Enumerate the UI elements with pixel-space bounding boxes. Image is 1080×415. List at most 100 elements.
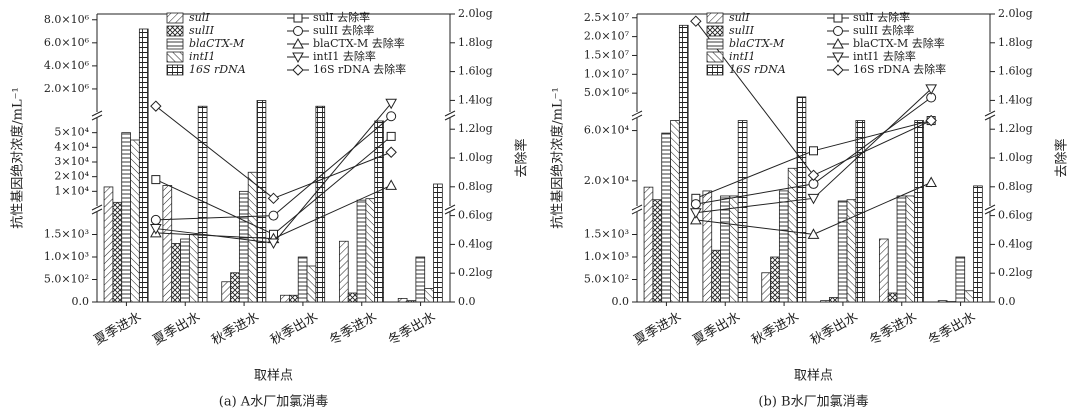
bar [256, 100, 267, 303]
bar [702, 190, 713, 303]
y2-tick-label: 0.8log [998, 180, 1033, 193]
bar [905, 195, 916, 303]
legend-label: 16S rDNA 去除率 [313, 62, 406, 76]
marker [293, 13, 303, 23]
legend-label: 16S rDNA [189, 63, 246, 76]
y2-tick-label: 1.2log [998, 122, 1033, 135]
removal-line [155, 102, 392, 244]
bar [138, 28, 149, 303]
bar [397, 297, 408, 303]
y-tick-label: 2.0×10⁷ [584, 30, 630, 43]
marker [832, 64, 844, 76]
bar [162, 185, 173, 303]
x-tick-label: 冬季出水 [385, 309, 438, 349]
y-tick-label: 1.5×10⁷ [584, 48, 630, 61]
bar [670, 120, 680, 303]
marker [690, 15, 702, 27]
y-tick-label: 5.0×10⁶ [584, 86, 630, 99]
legend-label: intI1 去除率 [313, 49, 376, 63]
bar [347, 292, 358, 303]
y2-tick-label: 0.4log [458, 237, 493, 250]
legend-label: sulII 去除率 [313, 23, 374, 37]
y2-tick-label: 0.2log [458, 266, 493, 279]
marker [149, 224, 162, 235]
x-tick-label: 夏季进水 [92, 310, 145, 349]
marker [386, 111, 397, 122]
y-tick-label: 1.0×10⁷ [584, 67, 630, 80]
bar [374, 120, 384, 303]
marker [925, 114, 937, 127]
y2-tick-label: 1.6log [998, 65, 1033, 78]
bar [315, 105, 326, 303]
marker [385, 98, 398, 110]
legend-label: intI1 [189, 50, 215, 63]
y-tick-label: 5×10⁴ [54, 126, 89, 139]
legend-label: 16S rDNA 去除率 [853, 62, 946, 76]
marker [689, 208, 702, 219]
legend-label: sulI 去除率 [313, 10, 370, 24]
legend-swatch [166, 51, 184, 63]
panel-title: (b) B水厂加氯消毒 [758, 395, 868, 410]
bar [737, 120, 748, 303]
marker [807, 228, 820, 239]
bar [678, 24, 689, 303]
y-tick-label: 1.0×10³ [584, 250, 629, 263]
legend-swatch [166, 64, 184, 76]
legend-label: blaCTX-M [729, 37, 785, 50]
y-tick-label: 0.0 [612, 295, 630, 308]
bar [406, 300, 417, 303]
marker [151, 175, 161, 185]
legend-label: intI1 去除率 [853, 49, 916, 63]
marker [833, 26, 843, 36]
legend-swatch [706, 38, 724, 50]
x-tick-label: 冬季出水 [925, 309, 978, 349]
y2-tick-label: 0.8log [458, 180, 493, 193]
x-tick-label: 秋季进水 [749, 310, 802, 349]
y2-axis-title: 去除率 [514, 138, 530, 177]
bar [188, 234, 199, 303]
marker [925, 84, 938, 95]
marker [832, 37, 844, 49]
marker [833, 13, 843, 23]
removal-line [155, 105, 392, 199]
bar [837, 200, 848, 303]
axis-break [631, 204, 643, 215]
marker [150, 100, 162, 112]
y2-tick-label: 1.6log [458, 65, 493, 78]
bar [171, 243, 181, 303]
legend-label: blaCTX-M 去除率 [853, 36, 945, 50]
bar [652, 199, 663, 303]
bar [955, 256, 966, 303]
legend-swatch [166, 12, 184, 24]
bar [230, 272, 240, 303]
x-axis-title: 取样点 [794, 369, 833, 384]
marker [689, 213, 702, 225]
bar [221, 281, 231, 303]
y-tick-label: 2.5×10⁷ [584, 11, 630, 24]
x-tick-label: 秋季出水 [268, 310, 321, 349]
bar [896, 195, 907, 303]
marker [385, 179, 398, 190]
marker [292, 64, 304, 76]
bar [711, 249, 721, 303]
bar [238, 190, 249, 303]
marker [150, 214, 161, 225]
y2-tick-label: 0.6log [458, 209, 493, 222]
bar [887, 292, 898, 303]
bar [121, 132, 131, 303]
y-axis-title: 抗性基因绝对浓度/mL⁻¹ [550, 87, 566, 228]
x-tick-label: 冬季进水 [866, 309, 919, 349]
x-tick-label: 夏季出水 [690, 310, 743, 349]
y-tick-label: 1×10⁴ [54, 184, 89, 197]
y-axis-title: 抗性基因绝对浓度/mL⁻¹ [10, 87, 26, 228]
x-tick-label: 秋季进水 [209, 310, 262, 349]
bar [130, 139, 140, 303]
y-tick-label: 6.0×10⁴ [584, 124, 630, 137]
bar [180, 238, 190, 303]
legend-label: sulI [189, 11, 210, 24]
bar [728, 195, 739, 303]
x-axis-title: 取样点 [254, 369, 293, 384]
bar [356, 199, 367, 303]
marker [267, 238, 280, 249]
bar [288, 294, 299, 303]
